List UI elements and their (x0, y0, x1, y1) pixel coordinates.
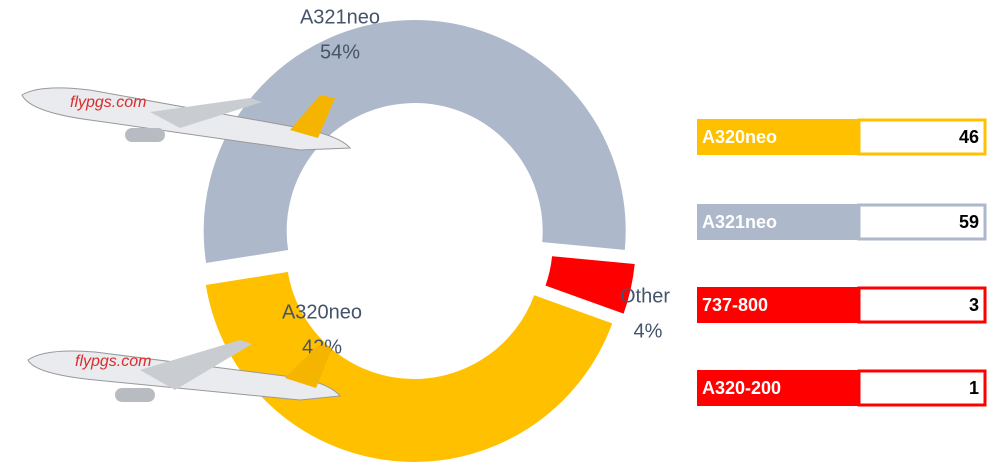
aircraft-image: flypgs.com (27, 340, 341, 402)
row-label: A321neo (702, 212, 777, 232)
row-value: 1 (969, 378, 979, 398)
aircraft-livery: flypgs.com (75, 353, 151, 370)
slice-category-label: A320neo (282, 301, 362, 323)
fleet-table: A320neo 46 A321neo 59 737-800 3 A320-200 1 (697, 118, 987, 407)
row-value-box (857, 203, 987, 241)
donut-slice (201, 18, 628, 266)
donut-slice (542, 254, 637, 317)
row-label: A320-200 (702, 378, 781, 398)
row-label: A320neo (702, 127, 777, 147)
row-value-box (857, 118, 987, 156)
row-value-box (857, 286, 987, 324)
donut-slice (203, 269, 615, 464)
row-label-box (697, 119, 858, 155)
slice-value-label: 4% (634, 320, 663, 342)
slice-category-label: Other (620, 285, 670, 307)
slice-category-label: A321neo (300, 6, 380, 28)
aircraft-image: flypgs.com (21, 87, 352, 151)
row-value: 3 (969, 295, 979, 315)
slice-value-label: 54% (320, 41, 360, 63)
row-label: 737-800 (702, 295, 768, 315)
row-value: 59 (959, 212, 979, 232)
row-value-box (857, 369, 987, 407)
row-label-box (697, 287, 858, 323)
row-label-box (697, 370, 858, 406)
row-label-box (697, 204, 858, 240)
aircraft-livery: flypgs.com (70, 94, 146, 111)
row-value: 46 (959, 127, 979, 147)
